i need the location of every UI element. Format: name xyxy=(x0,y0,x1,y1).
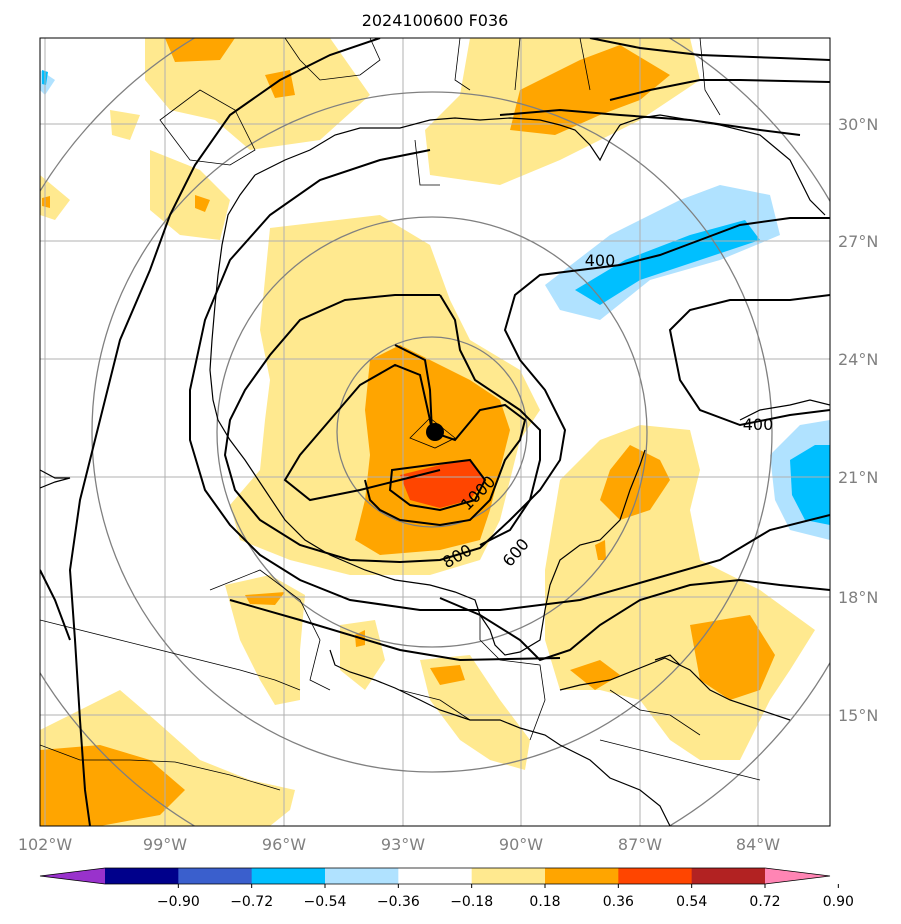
map-frame xyxy=(39,37,831,827)
colorbar-segment xyxy=(105,868,179,884)
lon-label-102w: 102°W xyxy=(18,835,73,854)
lat-label-24n: 24°N xyxy=(838,350,878,369)
lat-label-30n: 30°N xyxy=(838,115,878,134)
lon-label-90w: 90°W xyxy=(499,835,543,854)
colorbar-segment xyxy=(251,868,326,884)
colorbar-segment xyxy=(618,868,693,884)
colorbar-segment xyxy=(545,868,619,884)
colorbar-segment xyxy=(325,868,399,884)
colorbar-tick-label: 0.72 xyxy=(749,894,780,910)
colorbar-tick-label: −0.36 xyxy=(377,894,420,910)
longitude-labels: 102°W 99°W 96°W 93°W 90°W 87°W 84°W xyxy=(18,835,780,854)
colorbar-tick-label: −0.18 xyxy=(450,894,493,910)
map-area xyxy=(40,38,830,826)
lat-label-21n: 21°N xyxy=(838,468,878,487)
height-contours xyxy=(40,38,830,826)
storm-center-marker xyxy=(409,417,456,449)
contour-label-400-a: 400 xyxy=(585,251,616,270)
colorbar-tick-label: −0.54 xyxy=(304,894,347,910)
colorbar-segment xyxy=(471,868,546,884)
colorbar-segment xyxy=(178,868,253,884)
colorbar-tick-label: 0.18 xyxy=(529,894,560,910)
colorbar-tick-label: −0.72 xyxy=(230,894,273,910)
map-title: 2024100600 F036 xyxy=(362,11,509,30)
colorbar-tick-label: 0.90 xyxy=(823,894,854,910)
range-rings xyxy=(40,38,830,826)
colorbar-segment xyxy=(398,868,473,884)
contour-label-600: 600 xyxy=(499,535,533,571)
lat-label-27n: 27°N xyxy=(838,232,878,251)
lat-label-18n: 18°N xyxy=(838,588,878,607)
latitude-labels: 30°N 27°N 24°N 21°N 18°N 15°N xyxy=(838,115,878,725)
colorbar-tick-label: 0.36 xyxy=(603,894,634,910)
lat-label-15n: 15°N xyxy=(838,706,878,725)
colorbar: −0.90 −0.72 −0.54 −0.36 −0.18 0.18 0.36 0.54 0.7… xyxy=(39,867,854,910)
lon-label-84w: 84°W xyxy=(736,835,780,854)
anomaly-fill-red-orange xyxy=(400,460,485,508)
lon-label-93w: 93°W xyxy=(381,835,425,854)
colorbar-outline xyxy=(39,867,831,885)
colorbar-tick-label: 0.54 xyxy=(676,894,707,910)
contour-label-400-b: 400 xyxy=(743,415,774,434)
colorbar-segment xyxy=(691,868,766,884)
coastlines xyxy=(40,114,830,826)
political-borders xyxy=(40,38,761,791)
lon-label-87w: 87°W xyxy=(618,835,662,854)
lon-label-99w: 99°W xyxy=(143,835,187,854)
colorbar-extend-high xyxy=(765,868,830,884)
colorbar-tick-label: −0.90 xyxy=(157,894,200,910)
lon-label-96w: 96°W xyxy=(262,835,306,854)
colorbar-extend-low xyxy=(40,868,105,884)
